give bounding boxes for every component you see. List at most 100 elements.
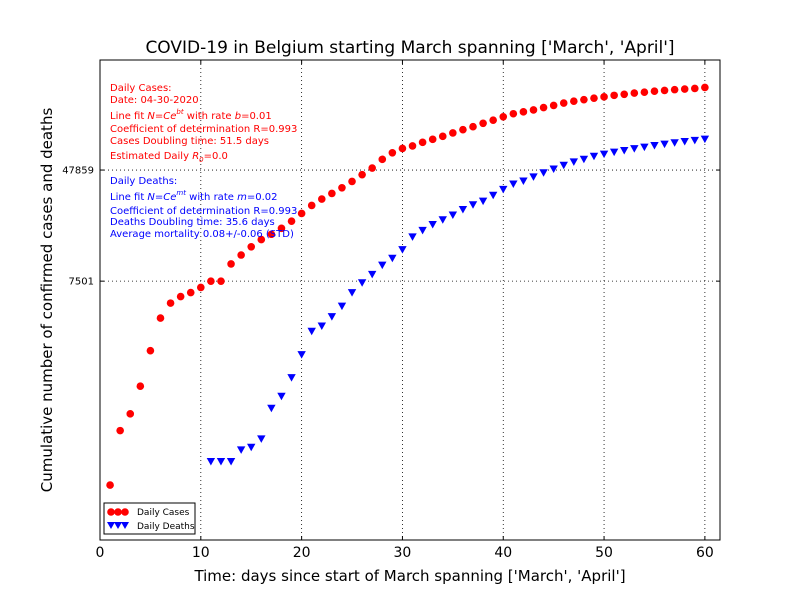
deaths-heading: Daily Deaths: [110,176,177,187]
deaths-point [640,143,649,152]
legend: Daily Cases Daily Deaths [103,502,196,535]
deaths-point [307,327,316,336]
cases-fit-rate-text: with rate [184,111,235,122]
y-axis-ticks: 7501 47859 [62,166,720,288]
cases-point [156,314,165,322]
deaths-point [236,446,246,454]
cases-point [328,189,336,198]
cases-point [408,142,417,150]
deaths-point [317,322,326,330]
cases-point [317,195,326,203]
cases-point [338,183,346,192]
cases-point [660,86,669,95]
deaths-fit-line: Line fit N=Cemt with rate m=0.02 [110,189,277,203]
deaths-fit-prefix: Line fit [110,192,147,203]
cases-point [640,88,649,97]
deaths-point [267,404,276,413]
deaths-point [569,158,579,166]
deaths-fit-rate-value: =0.02 [247,192,278,203]
cases-fit-line: Line fit N=Cebt with rate b=0.01 [110,108,272,122]
cases-point [166,299,175,307]
cases-point [307,201,316,210]
cases-point [489,116,497,124]
cases-point [469,122,477,131]
deaths-point [418,226,427,235]
cases-point [358,170,366,179]
cases-fit-formula: N=Ce [147,111,176,122]
cases-point [670,85,679,94]
deaths-point [650,142,659,150]
deaths-point [337,302,347,311]
deaths-r-line: Coefficient of determination R=0.993 [110,206,297,217]
deaths-point [630,145,639,153]
legend-marker-deaths [107,522,129,529]
cases-r0-line: Estimated Daily R0=0.0 [110,151,228,164]
cases-fit-formula-sup: bt [176,108,183,116]
deaths-point [428,220,437,229]
cases-doubling: Cases Doubling time: 51.5 days [110,136,269,147]
deaths-point [680,137,689,146]
deaths-point [257,435,266,443]
y-axis-label: Cumulative number of confirmed cases and… [38,108,56,493]
cases-point [186,288,195,297]
cases-date: Date: 04-30-2020 [110,95,199,106]
cases-point [378,155,387,164]
cases-point [630,89,639,97]
cases-point [106,481,114,489]
cases-heading: Daily Cases: [110,83,172,94]
cases-point [549,101,558,110]
x-tick-label: 0 [96,545,105,561]
cases-point [499,113,508,121]
cases-point [348,177,356,186]
cases-point [701,83,709,92]
series-daily-cases [106,83,709,489]
deaths-point [509,180,518,189]
cases-point [479,119,487,128]
cases-fit-rate-var: b [235,111,241,122]
deaths-fit-formula-sup: mt [176,189,186,197]
deaths-point [609,148,619,157]
cases-r-line: Coefficient of determination R=0.993 [110,124,297,135]
cases-point [116,426,124,435]
deaths-point [448,211,458,220]
x-axis-label: Time: days since start of March spanning… [193,567,625,585]
cases-r0-var: R [192,151,199,162]
cases-point [297,209,306,218]
legend-box [103,502,196,535]
cases-point [227,260,235,268]
plot-frame [99,59,721,541]
deaths-point [589,152,599,161]
x-tick-label: 40 [494,545,512,561]
cases-point [247,243,256,251]
cases-point [529,106,538,114]
cases-point [388,149,397,157]
x-tick-label: 30 [394,545,412,561]
cases-r0-sub: 0 [199,156,204,164]
deaths-point [357,279,367,287]
deaths-point [388,254,397,263]
cases-point [650,87,659,95]
deaths-point [287,374,296,382]
y-tick-label: 47859 [62,166,94,177]
x-tick-label: 20 [293,545,311,561]
cases-point [438,132,447,141]
series-daily-deaths [206,135,710,466]
deaths-point [327,313,337,321]
cases-point [519,108,528,116]
deaths-point [458,205,468,214]
deaths-point [499,185,508,194]
deaths-point [690,136,699,145]
deaths-point [398,246,407,254]
deaths-point [620,147,629,155]
deaths-mortality: Average mortality 0.08+/-0.06 (STD) [110,229,294,240]
deaths-point [549,165,558,173]
cases-point [197,283,205,292]
deaths-point [700,135,710,144]
cases-point [176,292,185,301]
cases-point [136,382,145,391]
deaths-point [277,392,286,401]
deaths-point [670,139,679,147]
